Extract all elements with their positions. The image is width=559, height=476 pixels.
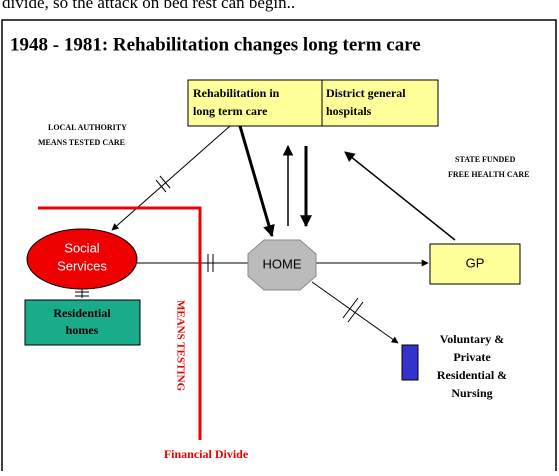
hospital-box [321,79,439,127]
note: FREE HEALTH CARE [448,170,530,179]
financial-divide-line [38,206,202,440]
node-label: Services [57,258,107,273]
voluntary-box [401,344,419,381]
node-label: long term care [193,104,268,118]
means-testing: MEANS TESTING [174,300,186,392]
home [247,239,317,291]
node-label: Private [453,350,491,364]
node-label: Nursing [451,386,492,400]
title: 1948 - 1981: Rehabilitation changes long… [10,34,421,55]
node-label: Rehabilitation in [193,86,280,100]
node-label: District general [326,86,406,100]
connectors [75,125,456,344]
social-services [26,228,138,290]
node-label: Residential [53,306,111,320]
frame [1,19,557,476]
node-label: GP [466,255,485,270]
note: MEANS TESTED CARE [38,138,125,147]
residential-box [24,299,141,346]
intro-text: divide, so the attack on bed rest can be… [2,0,295,12]
note: STATE FUNDED [455,155,516,164]
node-label: Social [64,240,100,255]
rehab-box [187,79,323,127]
node-label: HOME [263,256,302,271]
financial-divide: Financial Divide [164,447,249,461]
node-label: Voluntary & [440,332,505,346]
node-label: Residential & [437,368,507,382]
gp-box [429,243,521,285]
node-label: homes [66,323,99,337]
note: LOCAL AUTHORITY [48,123,127,132]
node-label: hospitals [326,104,372,118]
